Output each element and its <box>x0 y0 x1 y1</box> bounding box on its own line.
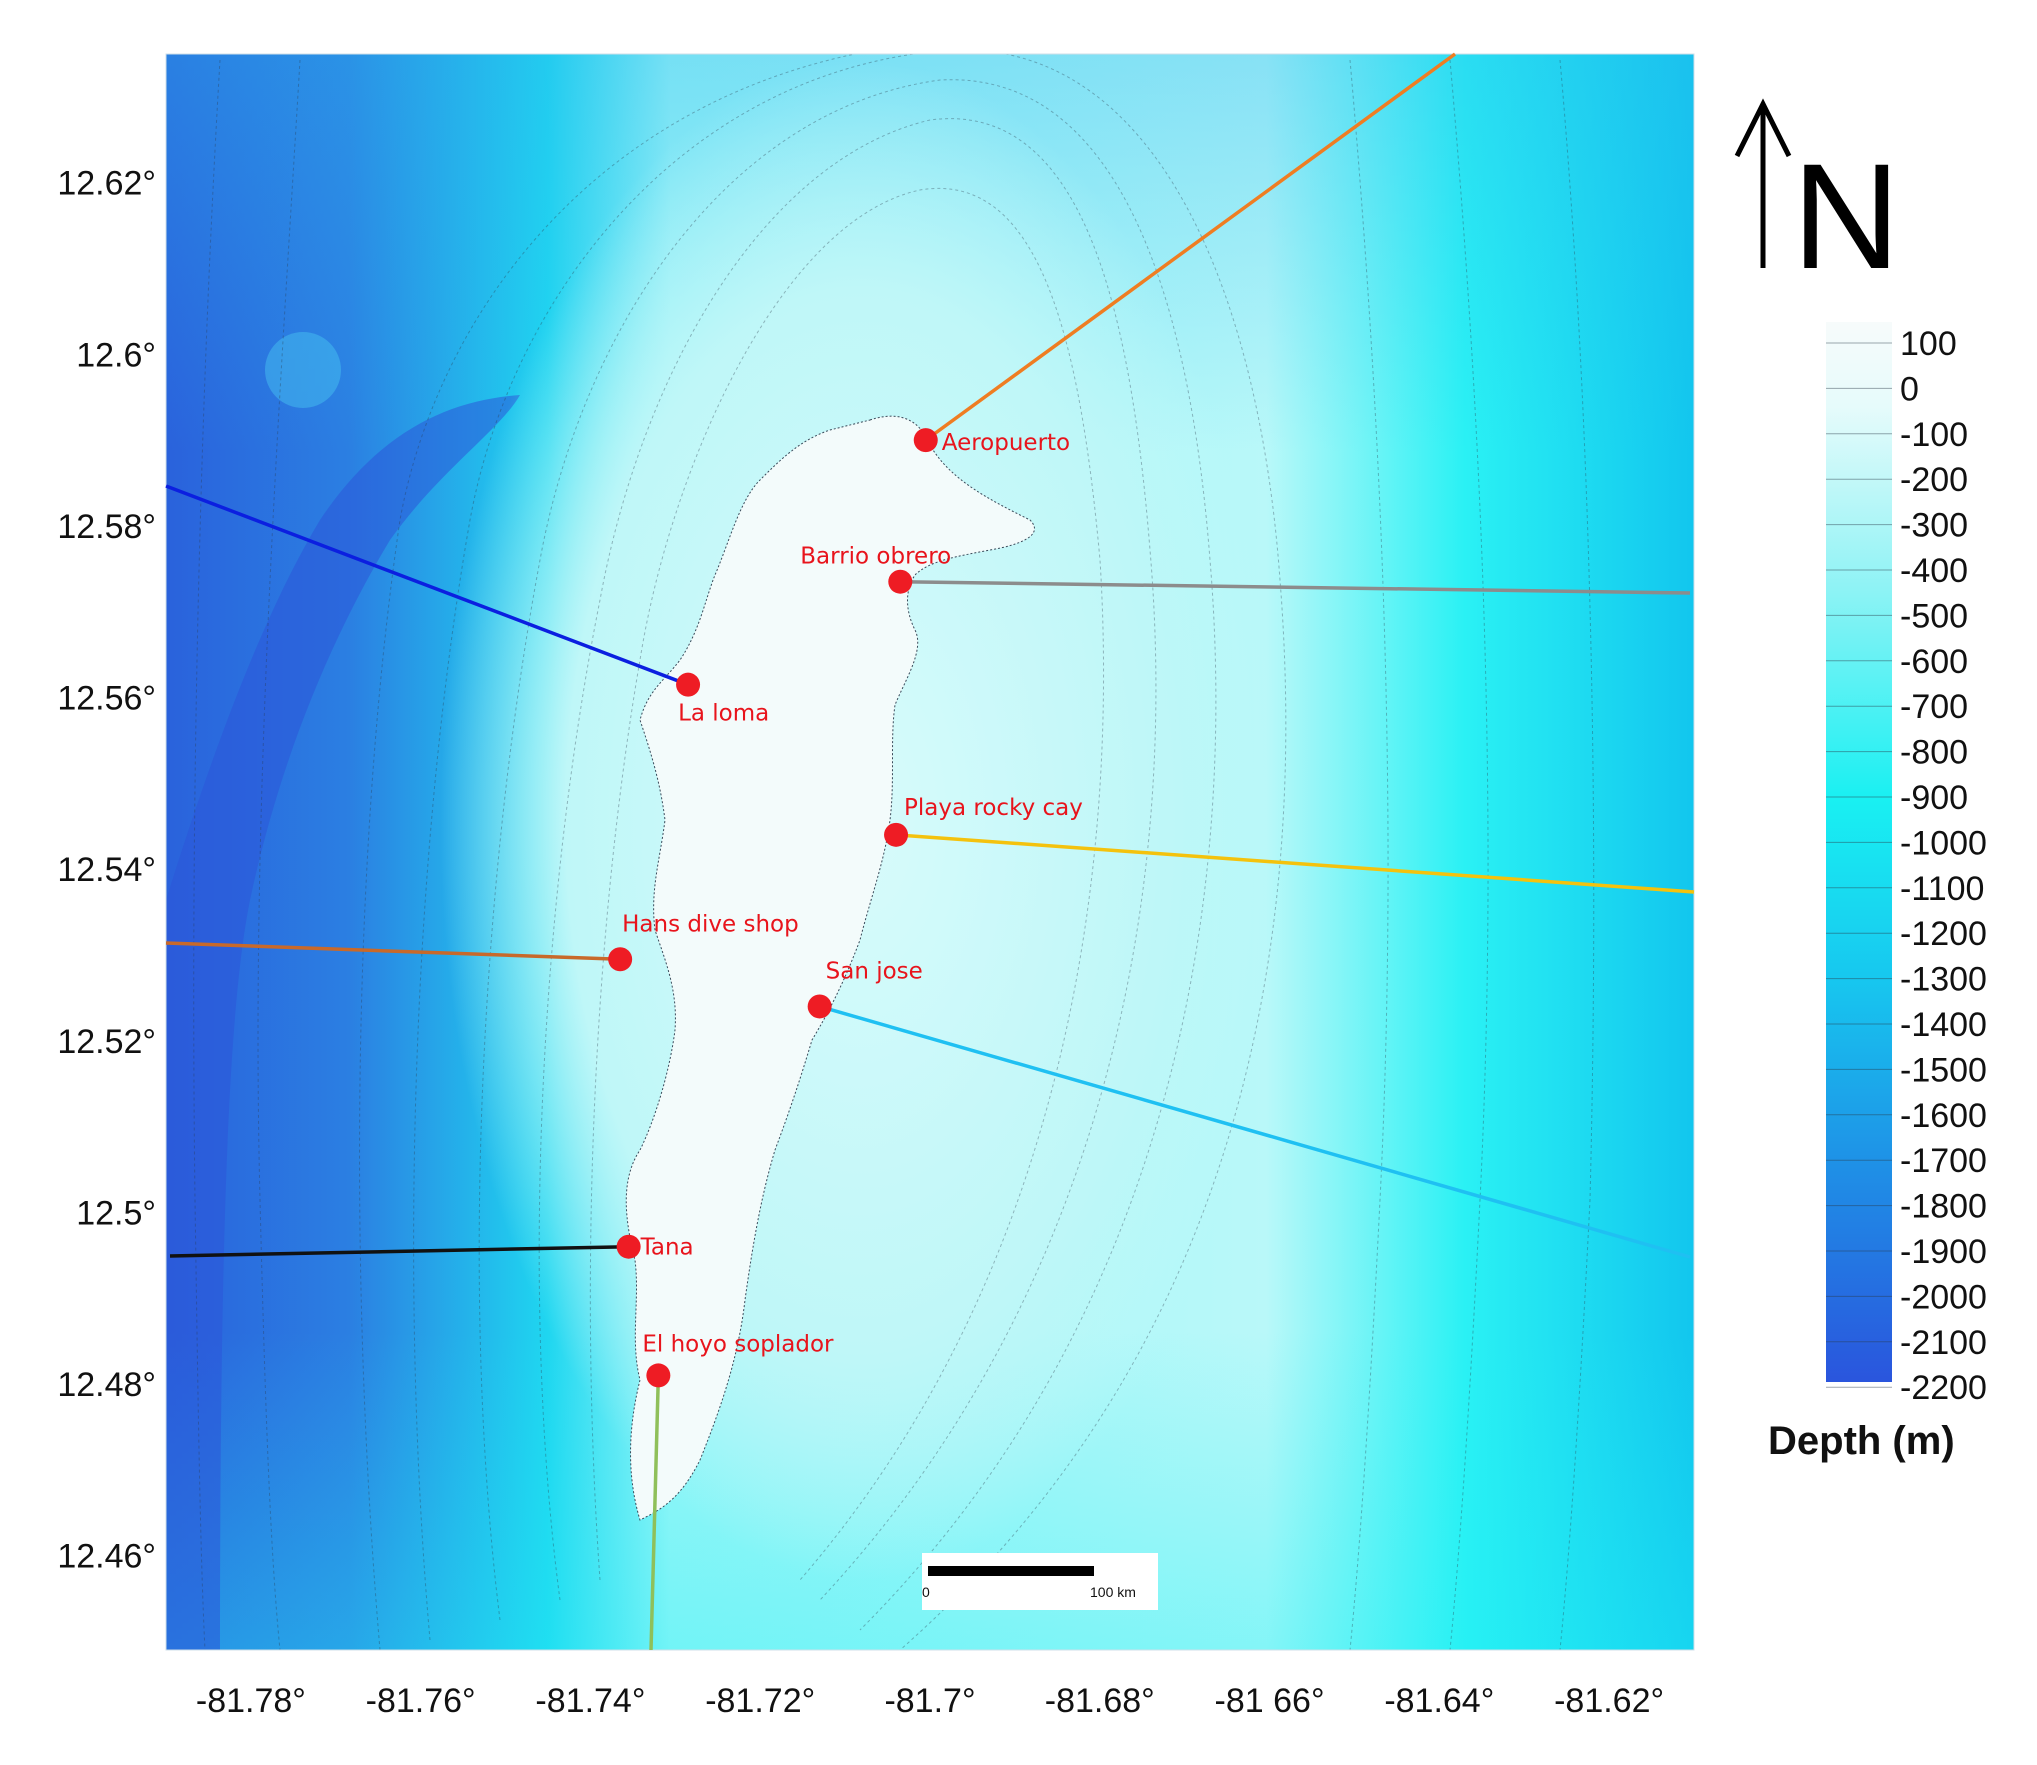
scale-bar-background <box>922 1553 1158 1610</box>
lon-tick-label-6: -81 66° <box>1215 1682 1325 1720</box>
lat-tick-label-0: 12.62° <box>57 165 156 203</box>
north-arrow-label: N <box>1792 132 1900 300</box>
lon-tick-label-7: -81.64° <box>1384 1682 1494 1720</box>
lat-tick-label-1: 12.6° <box>76 336 156 374</box>
legend-label-11: -1000 <box>1900 824 1987 862</box>
legend-label-4: -300 <box>1900 507 1968 545</box>
site-transect-line-5 <box>819 1004 1691 1259</box>
lat-tick-label-7: 12.48° <box>57 1366 156 1404</box>
north-arrow: N <box>1734 98 1900 300</box>
site-markers: Aeropuerto Barrio obrero La loma Playa rock… <box>608 428 1083 1388</box>
map-frame <box>165 53 1695 1651</box>
site-label-3: Playa rocky cay <box>904 795 1083 821</box>
site-marker-2 <box>676 672 701 697</box>
site-label-5: San jose <box>826 958 923 984</box>
scale-bar-start-label: 0 <box>922 1584 930 1600</box>
latitude-axis: 12.62° 12.6° 12.58° 12.56° 12.54° 12.52° 12.5°… <box>57 165 156 1576</box>
legend-title: Depth (m) <box>1768 1419 1955 1463</box>
site-marker-6 <box>616 1234 641 1259</box>
scale-bar: 0 100 km <box>922 1553 1158 1610</box>
legend-label-3: -200 <box>1900 461 1968 499</box>
legend-label-21: -2000 <box>1900 1278 1987 1316</box>
lat-tick-label-2: 12.58° <box>57 508 156 546</box>
longitude-axis: -81.78° -81.76° -81.74° -81.72° -81.7° -81.68… <box>196 1682 1664 1720</box>
lon-tick-label-4: -81.7° <box>884 1682 975 1720</box>
site-transect-line-1 <box>900 579 1691 595</box>
legend-label-14: -1300 <box>1900 961 1987 999</box>
legend-label-20: -1900 <box>1900 1233 1987 1271</box>
lon-tick-label-5: -81.68° <box>1045 1682 1155 1720</box>
scale-bar-end-label: 100 km <box>1090 1584 1136 1600</box>
site-transect-line-4 <box>165 941 621 962</box>
site-lines <box>165 52 1695 1651</box>
legend-label-12: -1100 <box>1900 870 1984 908</box>
legend-label-17: -1600 <box>1900 1097 1987 1135</box>
lat-tick-label-5: 12.52° <box>57 1023 156 1061</box>
lon-tick-label-3: -81.72° <box>705 1682 815 1720</box>
site-label-6: Tana <box>640 1235 694 1261</box>
site-transect-line-6 <box>169 1244 629 1258</box>
site-label-0: Aeropuerto <box>942 430 1070 456</box>
lon-tick-label-0: -81.78° <box>196 1682 306 1720</box>
site-label-2: La loma <box>678 701 769 727</box>
site-transect-line-3 <box>895 833 1695 894</box>
legend-label-13: -1200 <box>1900 915 1987 953</box>
lat-tick-label-6: 12.5° <box>76 1194 156 1232</box>
legend-label-15: -1400 <box>1900 1006 1987 1044</box>
legend-label-22: -2100 <box>1900 1324 1987 1362</box>
legend-label-18: -1700 <box>1900 1142 1987 1180</box>
legend-label-7: -600 <box>1900 643 1968 681</box>
site-label-7: El hoyo soplador <box>642 1331 834 1357</box>
depth-legend: 100 0 -100 -200 -300 -400 -500 -600 -700 -800 -900… <box>1768 322 1987 1463</box>
site-marker-0 <box>913 428 938 453</box>
site-marker-5 <box>807 994 832 1019</box>
site-marker-7 <box>646 1363 671 1388</box>
site-marker-1 <box>888 569 913 594</box>
north-arrow-head <box>1734 98 1792 158</box>
site-marker-4 <box>608 947 633 972</box>
legend-label-1: 0 <box>1900 370 1919 408</box>
legend-label-9: -800 <box>1900 734 1968 772</box>
seamount <box>265 332 341 408</box>
site-label-4: Hans dive shop <box>622 911 799 937</box>
site-transect-line-2 <box>165 484 689 687</box>
legend-label-8: -700 <box>1900 688 1968 726</box>
deep-trench <box>166 395 520 1650</box>
legend-label-6: -500 <box>1900 597 1968 635</box>
contour-lines <box>193 54 1595 1650</box>
legend-label-10: -900 <box>1900 779 1968 817</box>
legend-ticks: 100 0 -100 -200 -300 -400 -500 -600 -700 -800 -900… <box>1826 325 1987 1407</box>
lon-tick-label-2: -81.74° <box>535 1682 645 1720</box>
site-transect-line-0 <box>924 52 1457 442</box>
scale-bar-line <box>928 1566 1094 1576</box>
site-label-1: Barrio obrero <box>800 544 951 570</box>
lon-tick-label-1: -81.76° <box>366 1682 476 1720</box>
legend-label-16: -1500 <box>1900 1051 1987 1089</box>
legend-label-5: -400 <box>1900 552 1968 590</box>
legend-label-2: -100 <box>1900 416 1968 454</box>
site-marker-3 <box>884 822 909 847</box>
site-transect-line-7 <box>649 1375 661 1651</box>
legend-label-23: -2200 <box>1900 1369 1987 1407</box>
lat-tick-label-8: 12.46° <box>57 1538 156 1576</box>
legend-color-bar <box>1826 322 1892 1382</box>
legend-label-19: -1800 <box>1900 1188 1987 1226</box>
lat-tick-label-4: 12.54° <box>57 851 156 889</box>
map-panel <box>166 54 1694 1650</box>
lat-tick-label-3: 12.56° <box>57 680 156 718</box>
lon-tick-label-8: -81.62° <box>1554 1682 1664 1720</box>
legend-label-0: 100 <box>1900 325 1957 363</box>
